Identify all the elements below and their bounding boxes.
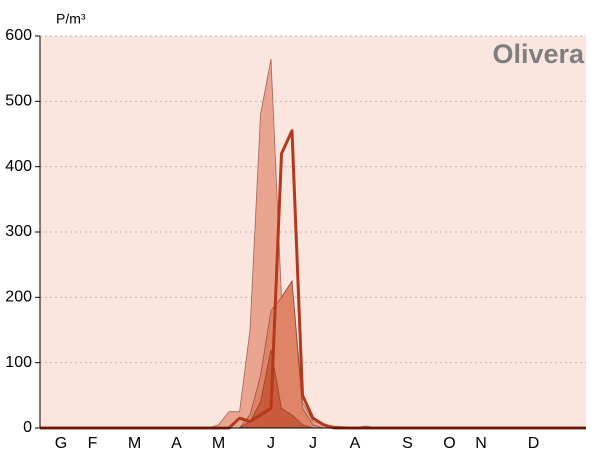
- y-tick-label: 200: [5, 289, 32, 306]
- x-tick-label: S: [402, 435, 413, 452]
- x-tick-label: N: [475, 435, 487, 452]
- x-tick-label: J: [267, 435, 275, 452]
- y-tick-label: 0: [23, 419, 32, 436]
- y-tick-label: 400: [5, 158, 32, 175]
- x-tick-label: O: [443, 435, 455, 452]
- y-tick-label: 100: [5, 354, 32, 371]
- x-tick-label: F: [88, 435, 98, 452]
- x-tick-label: M: [128, 435, 141, 452]
- x-tick-label: M: [212, 435, 225, 452]
- y-tick-label: 300: [5, 223, 32, 240]
- chart-title: Olivera: [492, 39, 585, 69]
- y-tick-label: 600: [5, 27, 32, 44]
- x-tick-label: J: [309, 435, 317, 452]
- x-tick-label: A: [171, 435, 182, 452]
- y-axis-label: P/m³: [56, 11, 86, 27]
- x-tick-label: A: [350, 435, 361, 452]
- x-tick-label: D: [528, 435, 540, 452]
- y-tick-label: 500: [5, 93, 32, 110]
- x-tick-label: G: [55, 435, 67, 452]
